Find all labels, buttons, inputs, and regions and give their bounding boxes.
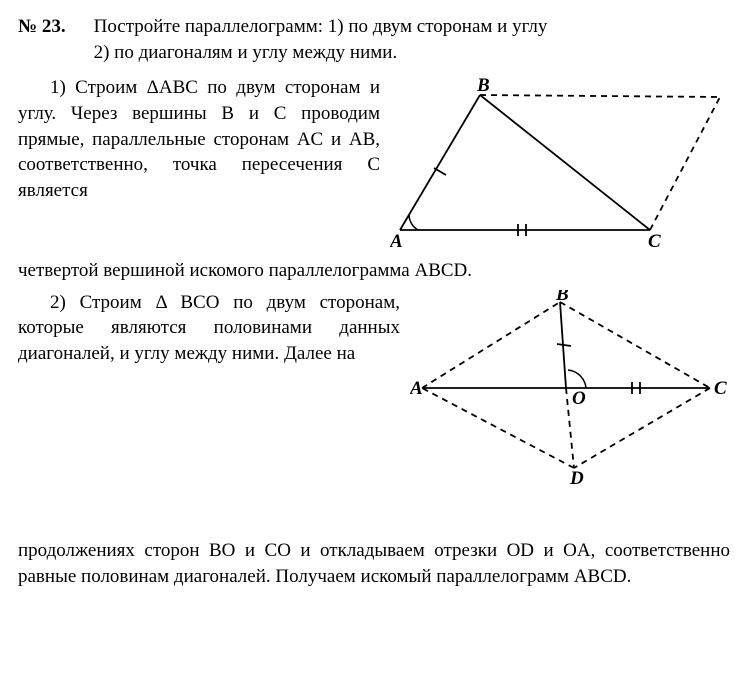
- figure-2: A B C D O: [410, 290, 730, 493]
- bottom-paragraph: продолжениях сторон BO и CO и откладывае…: [18, 538, 730, 589]
- figure-1: A B C: [390, 75, 730, 258]
- vertex-a2-label: A: [410, 378, 423, 399]
- solution1-body: 1) Строим ΔABC по двум сторонам и углу. …: [18, 77, 380, 201]
- vertex-b-label: B: [476, 75, 490, 96]
- statement-line2: 2) по диагоналям и углу между ними.: [94, 42, 398, 63]
- statement-line1: Постройте параллелограмм: 1) по двум сто…: [94, 16, 548, 37]
- solution-block-1: 1) Строим ΔABC по двум сторонам и углу. …: [18, 75, 730, 258]
- vertex-c-label: C: [648, 231, 661, 250]
- vertex-d2-label: D: [569, 468, 584, 485]
- solution1-text: 1) Строим ΔABC по двум сторонам и углу. …: [18, 75, 380, 203]
- vertex-a-label: A: [390, 231, 403, 250]
- solution-block-2: 2) Строим Δ BCO по двум сторонам, которы…: [18, 290, 730, 493]
- problem-statement: Постройте параллелограмм: 1) по двум сто…: [94, 14, 548, 65]
- solution1-after: четвертой вершиной искомого параллелогра…: [18, 258, 730, 284]
- problem-header: № 23. Постройте параллелограмм: 1) по дв…: [18, 14, 730, 65]
- problem-number: № 23.: [18, 14, 66, 40]
- solution2-body: 2) Строим Δ BCO по двум сторонам, которы…: [18, 292, 400, 364]
- vertex-o-label: O: [572, 388, 586, 409]
- vertex-c2-label: C: [714, 378, 727, 399]
- solution2-text: 2) Строим Δ BCO по двум сторонам, которы…: [18, 290, 400, 367]
- vertex-b2-label: B: [555, 290, 569, 305]
